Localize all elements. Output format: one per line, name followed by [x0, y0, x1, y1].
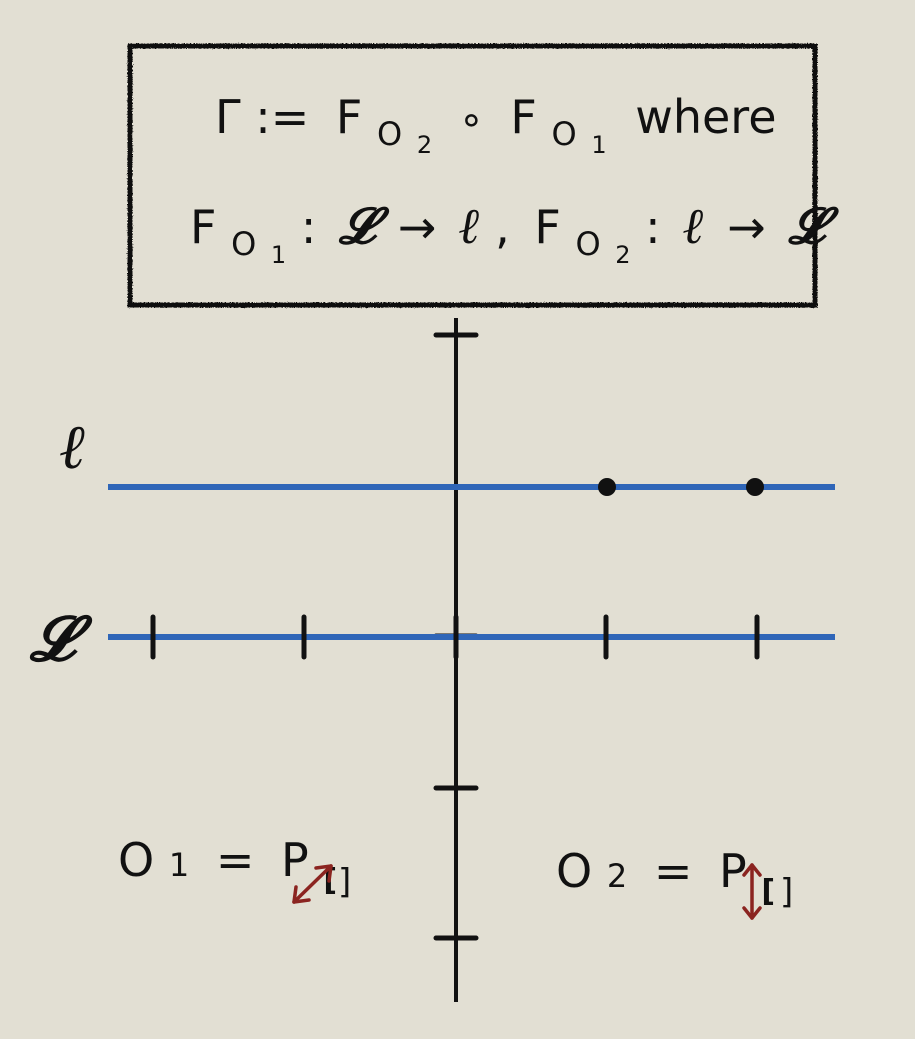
map-arrow: → [727, 200, 766, 254]
f-symbol: F [534, 200, 560, 254]
point-on-small-l [746, 478, 764, 496]
o-label: O [118, 833, 154, 887]
f-symbol: F [336, 90, 362, 144]
formula-line-1: Γ := F O 2 ∘ F O 1 where [215, 90, 777, 164]
formula-line-2: F O 1 : 𝓛 → ℓ , F O 2 : ℓ → 𝓛 [190, 196, 839, 274]
point-on-small-l [598, 478, 616, 496]
operator-o2: O 2 = P [ ] [556, 844, 793, 920]
f-symbol: F [510, 90, 536, 144]
o-label: O [556, 844, 592, 898]
map-arrow: → [398, 200, 437, 254]
subscript-o: O [231, 225, 256, 263]
big-l-symbol: 𝓛 [787, 196, 839, 255]
subscript-index: 1 [591, 131, 606, 159]
small-l-label: ℓ [60, 410, 87, 483]
colon: : [301, 200, 317, 254]
comma: , [495, 200, 510, 254]
vertical-double-arrow-icon [742, 863, 762, 920]
subscript-o: O [575, 225, 600, 263]
close-bracket: ] [780, 872, 793, 912]
big-l-ticks [150, 614, 760, 660]
equals-sign: = [216, 833, 255, 887]
o2-expression: O 2 = P [ [556, 844, 775, 909]
compose-symbol: ∘ [459, 97, 484, 143]
operator-o1: O 1 = P [ ] [118, 833, 351, 904]
subscript-index: 1 [271, 241, 286, 269]
close-bracket: ] [338, 862, 351, 902]
open-bracket: [ [761, 874, 775, 909]
small-l-symbol: ℓ [459, 196, 480, 255]
gamma-def: Γ := [215, 90, 309, 144]
small-l-symbol: ℓ [683, 196, 704, 255]
where-word: where [635, 90, 776, 144]
equals-sign: = [654, 844, 693, 898]
subscript-o: O [552, 115, 577, 153]
o-subscript: 1 [169, 846, 189, 884]
big-l-symbol: 𝓛 [338, 196, 390, 255]
diagonal-double-arrow-icon [292, 864, 333, 904]
f-symbol: F [190, 200, 216, 254]
o1-expression: O 1 = P [ [118, 833, 337, 898]
p-symbol: P [281, 833, 309, 887]
subscript-index: 2 [417, 131, 432, 159]
o-subscript: 2 [607, 857, 627, 895]
subscript-index: 2 [615, 241, 630, 269]
subscript-o: O [377, 115, 402, 153]
big-l-label: 𝓛 [29, 602, 93, 675]
colon: : [645, 200, 661, 254]
p-symbol: P [719, 844, 747, 898]
formula-box: Γ := F O 2 ∘ F O 1 where F O 1 : 𝓛 → ℓ ,… [127, 43, 839, 308]
formula-box-border [127, 43, 818, 308]
